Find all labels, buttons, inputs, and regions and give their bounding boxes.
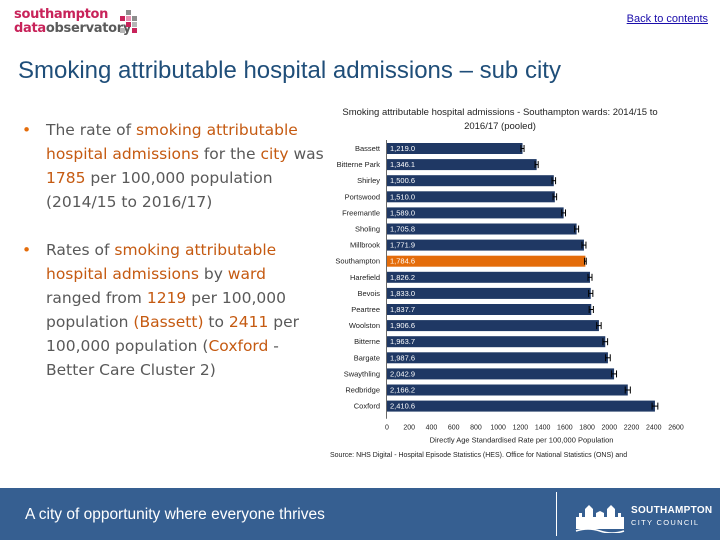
value-label: 2,410.6 [390, 402, 415, 411]
x-tick-label: 1400 [535, 425, 551, 432]
value-label: 1,826.2 [390, 273, 415, 282]
x-tick-label: 600 [448, 425, 460, 432]
category-label: Coxford [354, 402, 380, 411]
category-label: Redbridge [345, 386, 380, 395]
value-label: 1,963.7 [390, 337, 415, 346]
value-label: 1,771.9 [390, 241, 415, 250]
category-label: Shirley [357, 176, 380, 185]
value-label: 1,837.7 [390, 305, 415, 314]
value-label: 2,042.9 [390, 369, 415, 378]
source-note: Source: NHS Digital - Hospital Episode S… [330, 452, 628, 459]
bar [387, 175, 554, 187]
bar [387, 271, 590, 283]
bar [387, 336, 606, 348]
x-tick-label: 0 [385, 425, 389, 432]
x-tick-label: 2200 [624, 425, 640, 432]
category-label: Freemantle [342, 208, 380, 217]
council-name-line2: CITY COUNCIL [631, 518, 700, 527]
category-label: Woolston [349, 321, 380, 330]
x-tick-label: 2600 [668, 425, 684, 432]
value-label: 1,833.0 [390, 289, 415, 298]
chart-title: Smoking attributable hospital admissions… [342, 107, 658, 132]
footer-banner: A city of opportunity where everyone thr… [0, 488, 720, 540]
value-label: 1,906.6 [390, 321, 415, 330]
x-tick-label: 400 [426, 425, 438, 432]
ward-bar-chart: Bassett 1,219.0 Bitterne Park 1,346.1 Shirle… [335, 140, 684, 445]
value-label: 1,589.0 [390, 208, 415, 217]
category-label: Southampton [335, 257, 380, 266]
pixel-cross-icon [120, 10, 137, 33]
bar [387, 159, 537, 171]
logo-text-data: data [14, 21, 46, 36]
bar [387, 320, 599, 332]
category-label: Bassett [355, 144, 381, 153]
category-label: Bitterne [354, 337, 380, 346]
council-crest-icon [575, 505, 625, 533]
back-to-contents-link[interactable]: Back to contents [626, 13, 708, 25]
category-label: Portswood [345, 192, 380, 201]
bar [387, 304, 592, 315]
value-label: 1,987.6 [390, 353, 415, 362]
bar [387, 239, 584, 251]
x-tick-label: 1600 [557, 425, 573, 432]
category-label: Millbrook [350, 241, 380, 250]
bar [387, 287, 591, 299]
category-label: Peartree [351, 305, 380, 314]
bar [387, 352, 608, 364]
bullet-ward-range: Rates of smoking attributable hospital a… [20, 238, 325, 382]
category-label: Swaythling [344, 369, 380, 378]
x-tick-label: 1000 [490, 425, 506, 432]
footer-tagline: A city of opportunity where everyone thr… [25, 506, 325, 523]
logo: southampton dataobservatory [14, 7, 137, 36]
logo-text-southampton: southampton [14, 7, 109, 22]
bar [387, 223, 577, 235]
bar [387, 207, 564, 219]
x-tick-label: 2400 [646, 425, 662, 432]
value-label: 1,219.0 [390, 144, 415, 153]
category-label: Bargate [354, 353, 380, 362]
value-label: 1,346.1 [390, 160, 415, 169]
logo-text-observatory: observatory [45, 21, 132, 36]
x-tick-label: 1800 [579, 425, 595, 432]
bar [387, 255, 586, 267]
x-tick-label: 2000 [602, 425, 618, 432]
value-label: 1,510.0 [390, 192, 415, 201]
footer-divider [556, 492, 557, 536]
bar [387, 368, 615, 380]
bar [387, 384, 628, 396]
category-label: Harefield [350, 273, 380, 282]
value-label: 1,500.6 [390, 176, 415, 185]
bar [387, 400, 655, 412]
bullet-city-rate: The rate of smoking attributable hospita… [20, 118, 325, 214]
bar [387, 143, 523, 154]
page-title: Smoking attributable hospital admissions… [18, 57, 561, 84]
x-tick-label: 1200 [513, 425, 529, 432]
value-label: 1,784.6 [390, 257, 415, 266]
category-label: Bitterne Park [337, 160, 381, 169]
bar [387, 191, 555, 203]
council-name-line1: SOUTHAMPTON [631, 505, 713, 516]
category-label: Sholing [355, 225, 380, 234]
value-label: 1,705.8 [390, 225, 415, 234]
x-axis-label: Directly Age Standardised Rate per 100,0… [430, 436, 614, 445]
value-label: 2,166.2 [390, 386, 415, 395]
bullet-list: The rate of smoking attributable hospita… [20, 118, 325, 406]
category-label: Bevois [357, 289, 380, 298]
x-tick-label: 800 [470, 425, 482, 432]
x-tick-label: 200 [403, 425, 415, 432]
